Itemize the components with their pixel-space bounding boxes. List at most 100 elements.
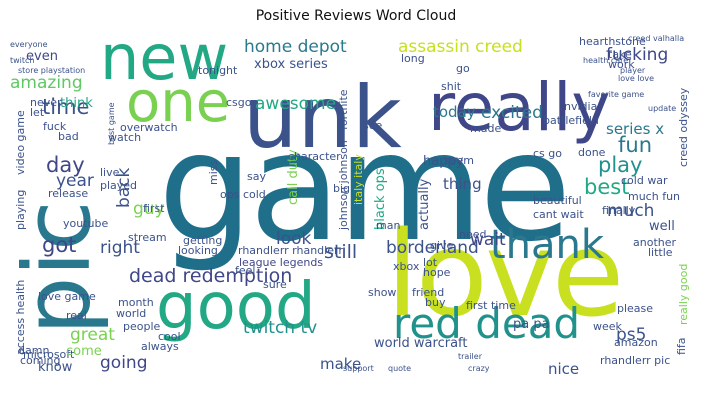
word-year: year [56,171,94,191]
word-fortnite: fortnite [337,89,350,130]
word-ops-cold: ops cold [220,188,266,201]
word-cant-wait: cant wait [533,208,584,221]
word-real: real [66,309,87,322]
word-day: day [46,153,85,177]
word-nvidia: nvidia [564,100,598,113]
word-best: best [584,175,630,199]
word-youtube: youtube [63,217,109,230]
word-made: made [470,122,502,135]
word-guy: guy [133,199,165,219]
word-thing: thing [443,175,482,193]
word-store-playstation: store playstation [18,66,86,75]
word-excited: excited [481,103,543,123]
word-getting: getting [183,234,223,247]
word-fucking: fucking [606,45,669,65]
word-quote: quote [388,364,412,373]
word-health-care: health care [583,56,629,65]
word-played: played [100,179,138,192]
word-update: update [648,104,677,113]
word-looking: looking [178,244,218,257]
word-need: need [459,228,487,241]
word-happy: happy [423,154,464,169]
word-ps5: ps5 [616,325,647,345]
word-big: big [333,182,351,195]
word-done: done [578,146,606,159]
word-think: think [60,96,93,111]
word-unk: unk [243,68,402,168]
word-best-game: best game [107,102,116,145]
word-one: one [126,70,231,135]
word-rhandlerr-pic: rhandlerr pic [600,354,671,367]
word-another: another [633,236,677,249]
word-tonight: tonight [198,64,238,77]
word-buy: buy [425,296,446,309]
word-new: new [100,35,229,94]
word-watch: watch [108,131,142,144]
word-lot: lot [423,256,438,269]
word-cold-war: cold war [621,174,668,187]
word-week: week [593,320,622,333]
word-go: go [456,62,470,75]
word-twitch: twitch [10,56,35,65]
word-creed-valhalla: creed valhalla [628,35,685,43]
word-world: world [116,307,147,320]
word-great: great [70,325,115,345]
word-xbox: xbox [393,260,420,273]
word-time: time [42,95,90,119]
word-damn: damn [18,344,50,357]
word-red-dead: red dead [393,299,581,348]
word-actually: actually [417,178,432,230]
word-dead-redemption: dead redemption [129,265,293,287]
word-fun: fun [618,133,653,157]
word-know: know [38,360,73,375]
word-thank: thank [490,222,605,268]
word-really: really [428,69,611,146]
word-make: make [320,355,362,373]
word-amazon: amazon [614,336,658,349]
word-video-game: video game [14,110,27,175]
word-nice: nice [548,360,580,378]
word-shit: shit [441,80,462,93]
word-let: let [30,106,45,119]
word-cs-go: cs go [533,147,562,160]
word-league-legends: league legends [239,256,324,269]
word-xbox-series: xbox series [254,57,328,72]
word-love-love: love love [618,74,655,83]
word-bad: bad [58,130,79,143]
word-today: today [433,103,476,121]
word-look: look [276,229,312,249]
word-pa-pa: pa pa [513,317,550,332]
word-please: please [617,302,654,315]
word-overwatch: overwatch [120,121,178,134]
word-fifa: fifa [675,337,688,355]
word-support: support [343,364,374,373]
word-always: always [141,340,179,353]
word-see: see [363,119,383,132]
word-world-warcraft: world warcraft [374,336,468,351]
word-assassin-creed: assassin creed [398,37,523,57]
word-microsoft: microsoft [23,348,75,361]
word-player: player [620,66,646,75]
word-long: long [401,52,425,65]
word-play: play [598,153,643,177]
word-seem: seem [444,154,474,167]
word-fuck: fuck [43,120,67,133]
word-first-time: first time [466,299,516,312]
word-right: right [100,238,140,258]
chart-title: Positive Reviews Word Cloud [255,8,457,24]
word-come: come [66,344,102,359]
word-feel: feel [235,264,256,277]
word-even: even [26,49,58,64]
word-twitch-tv: twitch tv [243,318,318,338]
word-csgo: csgo [226,96,252,109]
word-cool: cool [158,330,181,343]
word-everyone: everyone [10,40,48,49]
word-take: take [608,48,632,61]
word-finally: finally [602,204,636,217]
word-got: got [42,233,77,257]
word-borderland: borderland [386,238,479,258]
word-good: good [156,270,316,344]
word-awesome: awesome [255,94,337,114]
word-beautiful: beautiful [533,194,582,207]
word-coming: coming [20,354,61,367]
